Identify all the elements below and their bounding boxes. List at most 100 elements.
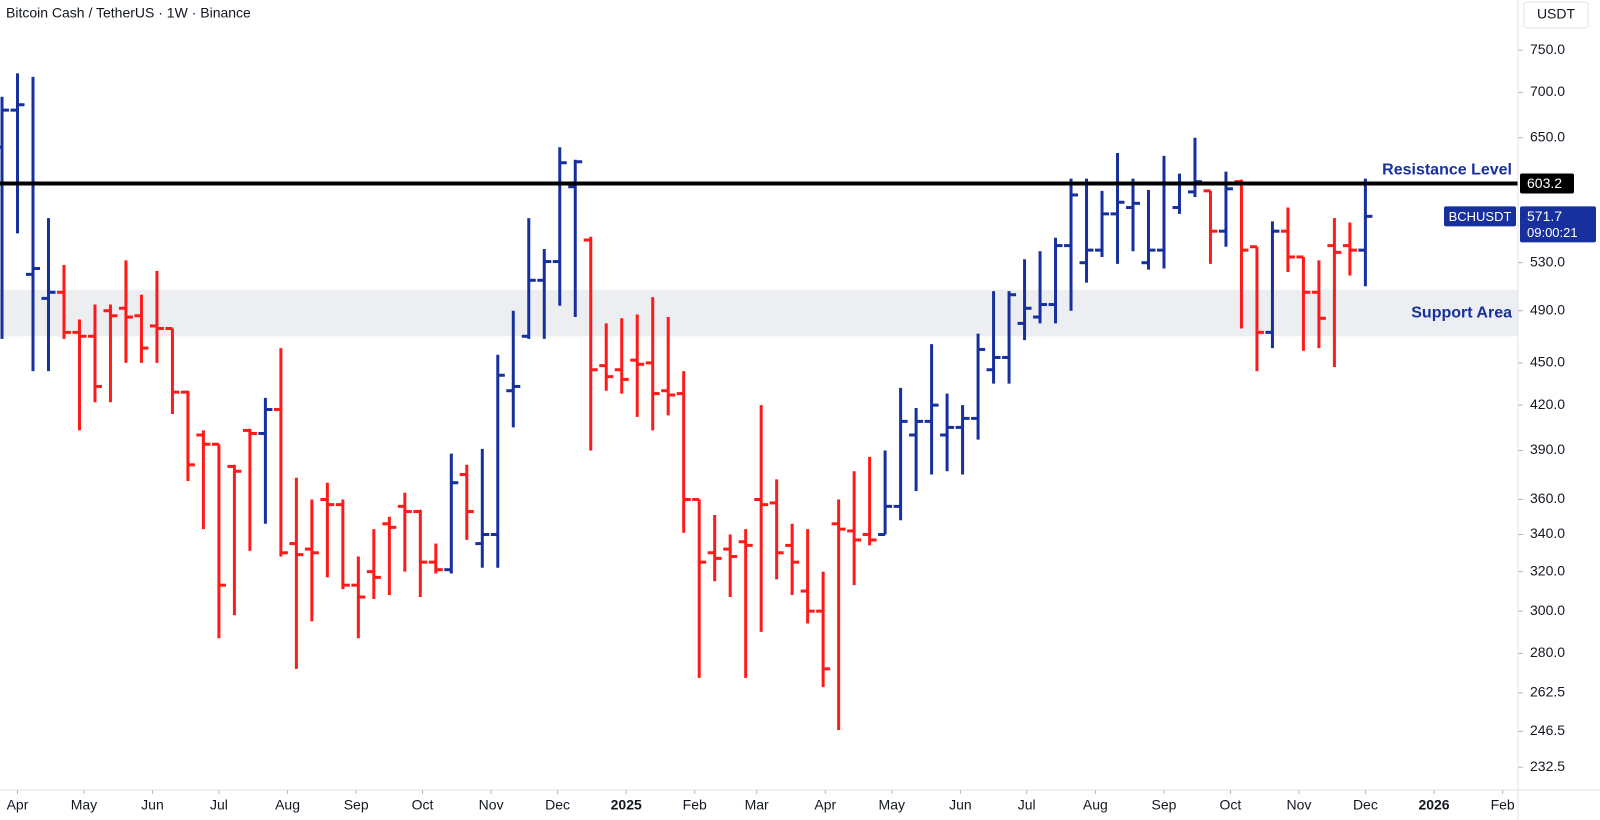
ohlc-bar	[1064, 178, 1079, 311]
x-tick-label: Aug	[1083, 797, 1108, 813]
y-tick-label: 530.0	[1530, 253, 1565, 269]
ohlc-bar	[630, 314, 645, 417]
y-tick-label: 450.0	[1530, 354, 1565, 370]
ohlc-bar	[1017, 259, 1032, 341]
symbol-tag	[1444, 206, 1516, 227]
x-tick-label: Sep	[1152, 797, 1177, 813]
ohlc-bar	[909, 408, 924, 492]
ohlc-bar	[692, 498, 707, 678]
ohlc-bar	[769, 479, 784, 580]
ohlc-bar	[211, 442, 226, 639]
ohlc-bar	[72, 319, 87, 431]
ohlc-bar	[723, 534, 738, 598]
ohlc-bar	[196, 430, 211, 530]
ohlc-bar	[552, 147, 567, 306]
ohlc-bar	[320, 482, 335, 578]
x-tick-label: 2026	[1418, 797, 1449, 813]
x-tick-label: 2025	[611, 797, 642, 813]
ohlc-bar	[1203, 189, 1218, 264]
last-price: 571.7	[1527, 208, 1562, 224]
ohlc-bar	[289, 477, 304, 669]
ohlc-bar	[180, 390, 195, 482]
currency-box[interactable]	[1523, 1, 1589, 29]
x-tick-label: Apr	[814, 797, 836, 813]
y-tick-label: 700.0	[1530, 83, 1565, 99]
ohlc-bar	[986, 291, 1001, 384]
x-tick-label: Apr	[7, 797, 29, 813]
ohlc-bar	[676, 371, 691, 533]
currency-label[interactable]: USDT	[1537, 6, 1576, 22]
ohlc-bar	[1110, 153, 1125, 264]
ohlc-bar	[831, 499, 846, 731]
ohlc-bar	[1265, 221, 1280, 349]
ohlc-bar	[382, 516, 397, 596]
x-tick-label: Sep	[344, 797, 369, 813]
y-tick-label: 320.0	[1530, 562, 1565, 578]
ohlc-bar	[273, 348, 288, 557]
ohlc-bar	[103, 304, 118, 403]
y-tick-label: 340.0	[1530, 525, 1565, 541]
ohlc-bar	[242, 428, 257, 551]
ohlc-bar	[258, 397, 273, 524]
y-tick-label: 360.0	[1530, 490, 1565, 506]
ohlc-bar	[955, 405, 970, 475]
ohlc-bar	[599, 323, 614, 391]
ohlc-bar	[1296, 255, 1311, 351]
overlay: Support Area Resistance Level	[0, 162, 1518, 321]
y-tick-label: 650.0	[1530, 128, 1565, 144]
ohlc-bar	[1141, 189, 1156, 270]
ohlc-bar	[413, 509, 428, 598]
y-tick-label: 490.0	[1530, 301, 1565, 317]
ohlc-bar	[56, 265, 71, 339]
x-tick-label: Mar	[745, 797, 769, 813]
ohlc-bar	[1126, 178, 1140, 252]
ohlc-bar	[26, 76, 40, 372]
x-tick-label: Dec	[1353, 797, 1378, 813]
y-tick-label: 280.0	[1530, 644, 1565, 660]
ohlc-bar	[1249, 245, 1264, 372]
ohlc-bar	[661, 317, 676, 416]
ohlc-bar	[1327, 218, 1342, 367]
ohlc-bar	[878, 450, 893, 537]
ohlc-bar	[893, 387, 908, 521]
ohlc-bar	[0, 96, 10, 339]
ohlc-bar	[816, 571, 831, 688]
ohlc-bar	[1002, 291, 1017, 384]
ohlc-bar	[490, 354, 505, 568]
ohlc-bar	[506, 310, 521, 428]
x-tick-label: Feb	[683, 797, 707, 813]
symbol-label: BCHUSDT	[1449, 209, 1512, 224]
ohlc-bar	[1048, 237, 1063, 324]
ohlc-bar	[41, 218, 56, 372]
x-tick-label: Aug	[275, 797, 300, 813]
ohlc-bar	[707, 515, 722, 582]
ohlc-bar	[1358, 178, 1373, 287]
ohlc-bar	[459, 464, 474, 540]
y-tick-label: 262.5	[1530, 684, 1565, 700]
ohlc-bar	[87, 304, 102, 403]
x-tick-label: Nov	[479, 797, 504, 813]
ohlc-bar	[754, 405, 769, 632]
ohlc-bar	[583, 236, 598, 451]
x-tick-label: Feb	[1491, 797, 1515, 813]
ohlc-bar	[738, 529, 753, 678]
ohlc-bar	[428, 543, 443, 574]
ohlc-bar	[862, 456, 877, 546]
ohlc-bar	[568, 159, 583, 318]
ohlc-bar	[924, 344, 939, 475]
chart-title: Bitcoin Cash / TetherUS · 1W · Binance	[6, 5, 251, 21]
x-tick-label: Oct	[1220, 797, 1242, 813]
x-tick-label: Jul	[210, 797, 228, 813]
ohlc-bar	[165, 327, 180, 414]
y-tick-label: 390.0	[1530, 441, 1565, 457]
x-tick-label: May	[71, 797, 97, 813]
last-price-tag	[1520, 206, 1596, 243]
resistance-label: Resistance Level	[1382, 162, 1512, 179]
ohlc-bar	[614, 318, 629, 394]
ohlc-bar	[444, 453, 459, 574]
ohlc-bar	[227, 464, 242, 616]
resistance-price-tag	[1520, 173, 1574, 194]
ohlc-bar	[521, 218, 536, 339]
ohlc-bar	[149, 270, 164, 363]
